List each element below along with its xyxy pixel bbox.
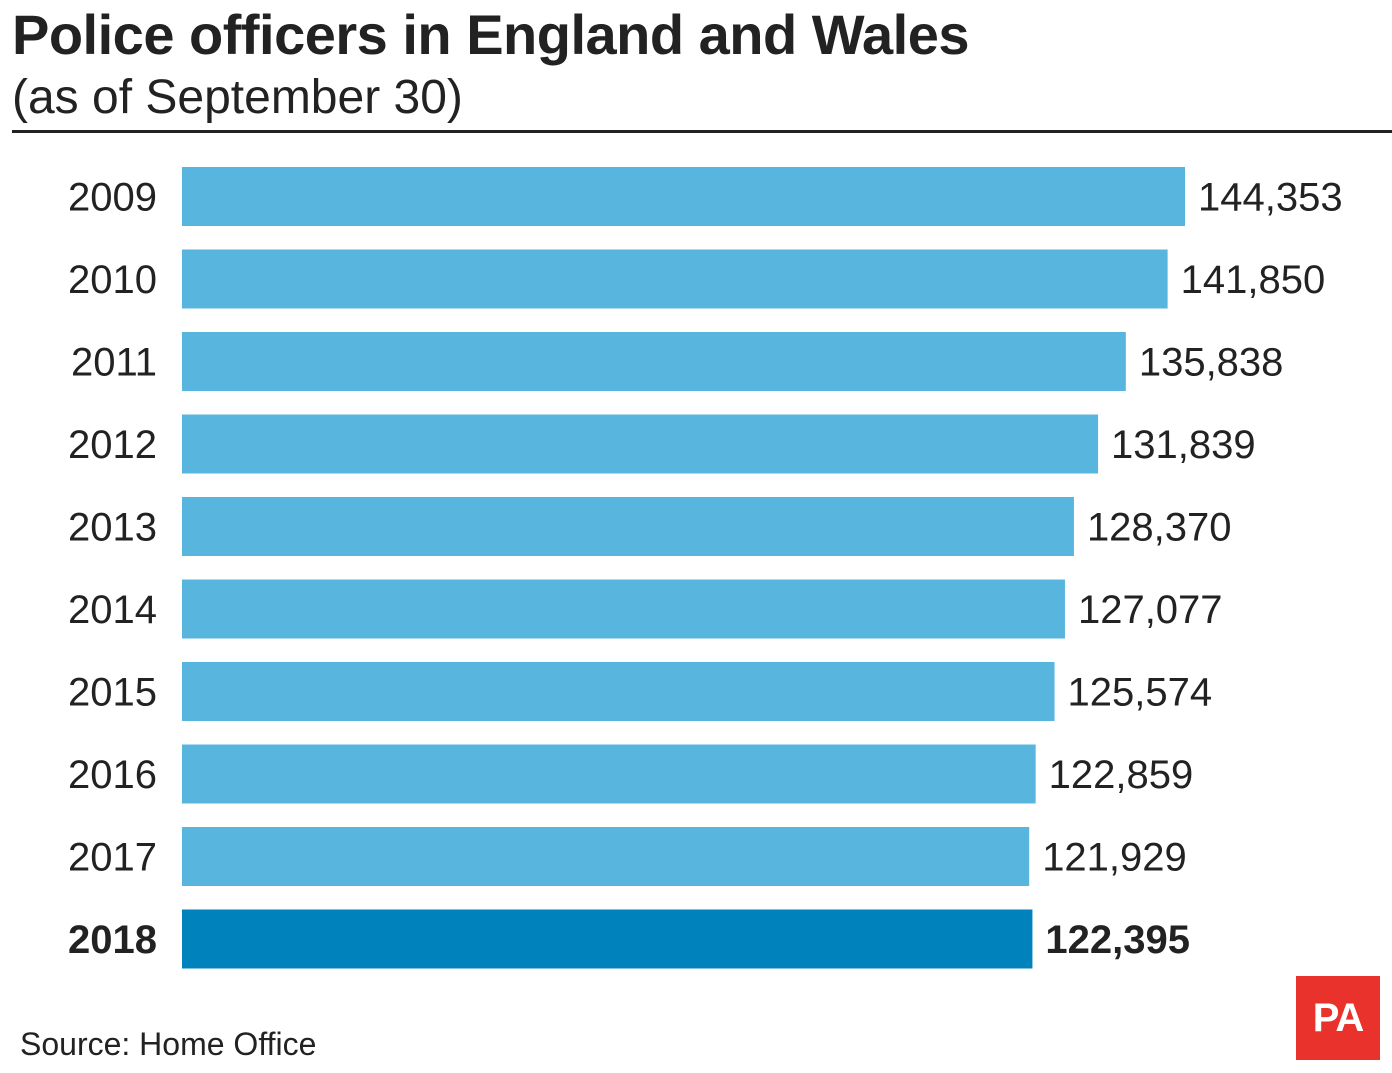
source-note: Source: Home Office	[20, 1026, 317, 1062]
bar-2014	[182, 579, 1065, 639]
bar-2012	[182, 414, 1099, 474]
category-label-2018: 2018	[68, 918, 157, 962]
value-label-2012: 131,839	[1111, 423, 1256, 467]
value-label-2018: 122,395	[1045, 918, 1190, 962]
value-label-2013: 128,370	[1087, 506, 1232, 550]
chart-title: Police officers in England and Wales	[12, 3, 970, 66]
category-label-2017: 2017	[68, 836, 157, 880]
bar-2017	[182, 827, 1030, 886]
value-label-2011: 135,838	[1139, 341, 1284, 385]
category-label-2015: 2015	[68, 671, 157, 715]
title-divider	[12, 130, 1392, 133]
pa-logo: PA	[1296, 976, 1380, 1060]
value-label-2009: 144,353	[1198, 176, 1343, 220]
category-label-2009: 2009	[68, 176, 157, 220]
category-label-2012: 2012	[68, 423, 157, 467]
value-label-2010: 141,850	[1181, 258, 1326, 302]
category-label-2013: 2013	[68, 506, 157, 550]
bar-2016	[182, 744, 1036, 804]
bar-2009	[182, 167, 1185, 226]
value-label-2014: 127,077	[1078, 588, 1223, 632]
value-label-2015: 125,574	[1068, 671, 1213, 715]
category-label-2014: 2014	[68, 588, 157, 632]
bar-2011	[182, 332, 1126, 391]
category-label-2016: 2016	[68, 753, 157, 797]
value-label-2017: 121,929	[1042, 836, 1187, 880]
bar-chart: 2009 144,353 2010 141,850 2011 135,838 2012 131…	[68, 167, 1343, 969]
category-label-2010: 2010	[68, 258, 157, 302]
bar-2015	[182, 662, 1055, 721]
bar-2010	[182, 249, 1168, 309]
value-label-2016: 122,859	[1049, 753, 1194, 797]
chart-subtitle: (as of September 30)	[12, 71, 463, 124]
bar-2018	[182, 909, 1033, 969]
bar-2013	[182, 497, 1074, 556]
category-label-2011: 2011	[71, 341, 157, 385]
